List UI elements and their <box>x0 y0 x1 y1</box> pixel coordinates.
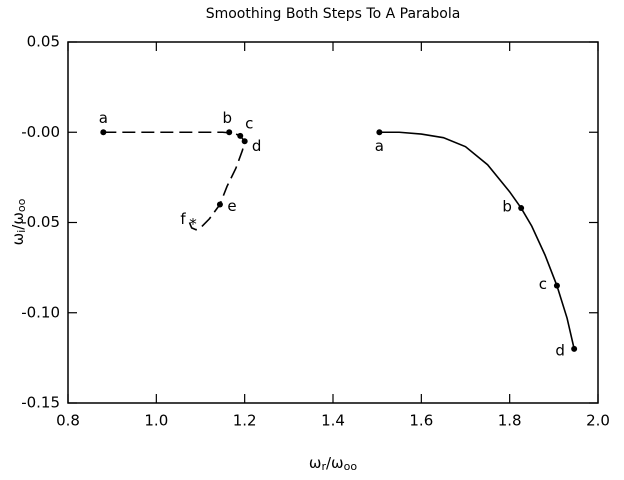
y-axis-label: ωi/ωoo <box>9 198 29 245</box>
point <box>241 138 248 145</box>
point-label: a <box>375 137 384 155</box>
point-label: d <box>252 137 262 155</box>
point-label: c <box>245 114 253 132</box>
point-label: b <box>222 109 232 127</box>
chart-title: Smoothing Both Steps To A Parabola <box>206 6 461 22</box>
x-tick-label: 1.2 <box>233 412 257 430</box>
point <box>237 132 244 139</box>
point-label: b <box>502 198 512 216</box>
x-axis-label: ωr/ωoo <box>309 454 357 474</box>
y-tick-label: -0.15 <box>21 394 60 412</box>
y-tick-label: -0.00 <box>21 123 60 141</box>
point <box>553 282 560 289</box>
point <box>226 129 233 136</box>
x-tick-label: 1.6 <box>409 412 433 430</box>
plot-frame <box>67 41 599 404</box>
x-tick-label: 1.0 <box>144 412 168 430</box>
x-tick-label: 1.8 <box>498 412 522 430</box>
point <box>216 201 223 208</box>
curve <box>379 131 575 350</box>
point <box>376 129 383 136</box>
x-tick-label: 0.8 <box>56 412 80 430</box>
point-label: f <box>180 210 186 228</box>
star-marker: * <box>189 215 197 233</box>
y-tick-label: -0.05 <box>21 213 60 231</box>
x-tick-label: 2.0 <box>586 412 610 430</box>
point-label: a <box>99 109 108 127</box>
point-label: d <box>555 341 565 359</box>
point <box>571 345 578 352</box>
point <box>518 205 525 212</box>
point <box>100 129 107 136</box>
x-tick-label: 1.4 <box>321 412 345 430</box>
point-label: e <box>227 197 236 215</box>
curve <box>103 131 246 231</box>
y-tick-label: 0.05 <box>27 33 60 51</box>
point-label: c <box>539 275 547 293</box>
y-tick-label: -0.10 <box>21 303 60 321</box>
